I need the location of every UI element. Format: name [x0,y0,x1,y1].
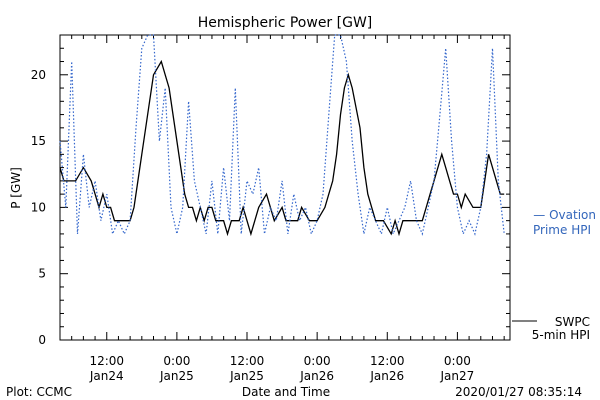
legend-swpc: SWPC 5-min HPI [512,315,590,342]
x-tick-label-date: Jan27 [440,369,475,383]
x-tick-label-date: Jan25 [229,369,264,383]
x-tick-label-time: 0:00 [444,354,471,368]
x-tick-label-date: Jan26 [299,369,334,383]
footer-plot-credit: Plot: CCMC [6,385,72,399]
x-axis-ticks: 12:00Jan240:00Jan2512:00Jan250:00Jan2612… [59,35,505,383]
y-tick-label: 20 [31,68,46,82]
legend-ovation-line1: — Ovation [533,208,596,222]
plot-area [59,34,511,341]
footer-timestamp: 2020/01/27 08:35:14 [455,385,582,399]
x-tick-label-time: 12:00 [89,354,124,368]
legend-ovation-line2: Prime HPI [533,223,591,237]
series-ovation-line [59,34,505,237]
x-axis-label: Date and Time [242,385,330,399]
x-tick-label-date: Jan24 [89,369,124,383]
legend-swpc-line2: 5-min HPI [532,328,590,342]
y-tick-label: 0 [38,333,46,347]
x-tick-label-time: 12:00 [370,354,405,368]
x-tick-label-time: 0:00 [304,354,331,368]
y-axis-label: P [GW] [9,167,23,209]
plot-frame [59,34,511,341]
x-tick-label-date: Jan25 [159,369,194,383]
y-tick-label: 5 [38,267,46,281]
legend-ovation: — Ovation Prime HPI [533,208,596,237]
chart-title: Hemispheric Power [GW] [198,15,373,31]
x-tick-label-time: 12:00 [230,354,265,368]
y-tick-label: 10 [31,200,46,214]
legend-swpc-line1: SWPC [555,315,590,329]
x-tick-label-date: Jan26 [369,369,404,383]
series-layer [59,34,505,237]
y-tick-label: 15 [31,134,46,148]
series-swpc-line [59,59,505,237]
y-axis-ticks: 0 5 10 15 20 [31,34,510,347]
x-tick-label-time: 0:00 [163,354,190,368]
